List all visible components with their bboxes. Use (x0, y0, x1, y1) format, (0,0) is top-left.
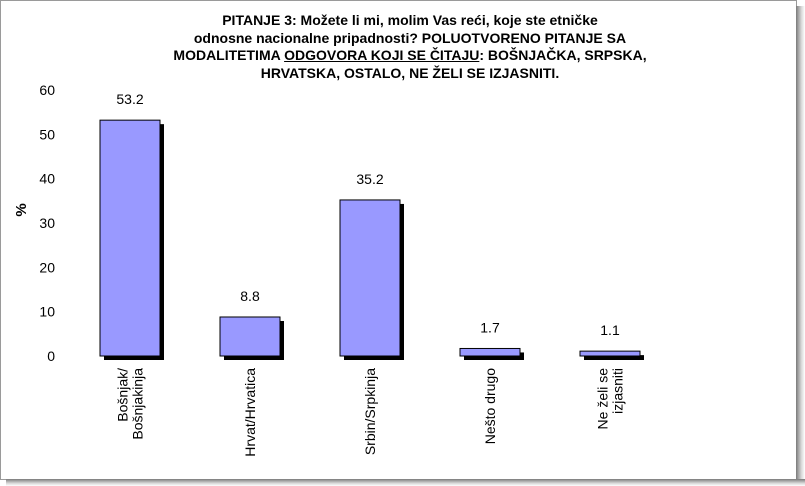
x-category-label: Ne želi se (595, 368, 611, 430)
x-category-label: Bošnjak/ (115, 368, 131, 422)
bar (459, 347, 521, 357)
chart-title: PITANJE 3: Možete li mi, molim Vas reći,… (100, 12, 720, 82)
x-category-label: Srbin/Srpkinja (362, 368, 378, 455)
chart-title-part: MODALITETIMA (173, 47, 285, 63)
x-category-label: izjasniti (610, 368, 626, 414)
y-tick-label: 0 (47, 348, 55, 364)
bar-value-label: 35.2 (356, 171, 383, 187)
bar (339, 199, 401, 357)
x-category-label: Nešto drugo (482, 368, 498, 444)
x-category-label: Hrvat/Hrvatica (242, 368, 258, 457)
chart-title-part: odnosne nacionalne pripadnosti? POLUOTVO… (193, 29, 627, 46)
y-tick-label: 10 (39, 304, 55, 320)
y-tick-label: 50 (39, 126, 55, 142)
chart-title-part: ODGOVORA KOJI SE ČITAJU (284, 47, 480, 63)
y-tick-label: 30 (39, 215, 55, 231)
chart-title-part: : BOŠNJAČKA, SRPSKA, (479, 47, 647, 63)
bar-value-label: 53.2 (116, 91, 143, 107)
bar (579, 350, 641, 357)
y-tick-label: 40 (39, 171, 55, 187)
y-axis-label: % (13, 203, 30, 216)
bar (99, 119, 161, 357)
chart-title-part: PITANJE 3: Možete li mi, molim Vas reći,… (222, 12, 598, 28)
x-category-label: Bošnjakinja (130, 368, 146, 440)
y-tick-label: 20 (39, 259, 55, 275)
frame-shadow-right (796, 6, 805, 486)
bar-shadow (584, 355, 644, 360)
bar-value-label: 1.7 (480, 319, 500, 335)
chart-title-part: HRVATSKA, OSTALO, NE ŽELI SE IZJASNITI. (260, 64, 560, 81)
bar-value-label: 8.8 (240, 288, 260, 304)
frame-shadow-bottom (6, 479, 805, 486)
bar (219, 316, 281, 357)
y-tick-label: 60 (39, 82, 55, 98)
bar-value-label: 1.1 (600, 322, 620, 338)
